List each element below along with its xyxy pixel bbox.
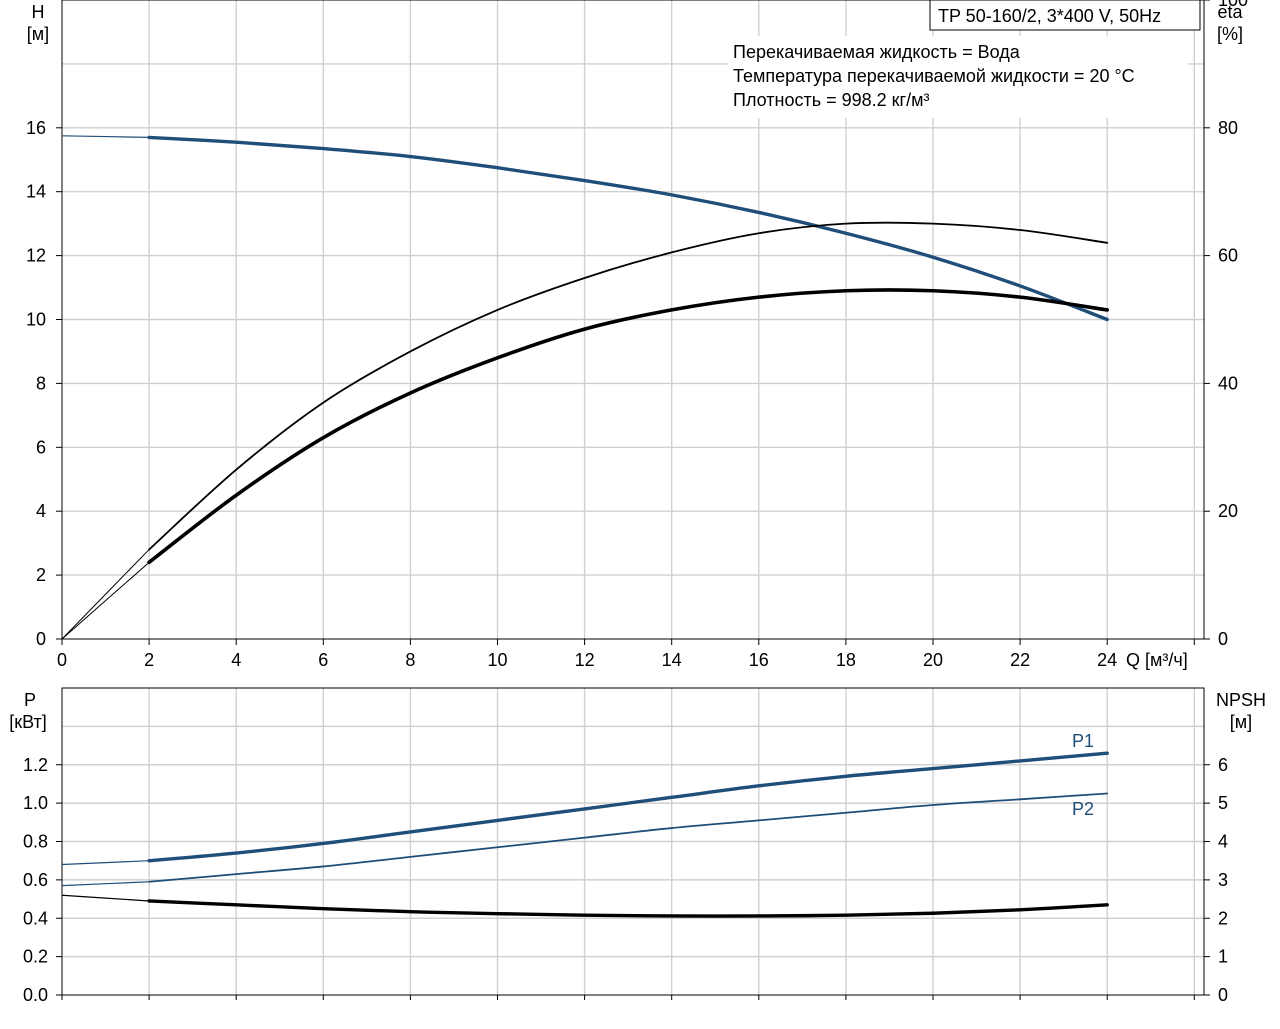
- info-line-temperature: Температура перекачиваемой жидкости = 20…: [733, 66, 1135, 86]
- eta-curve-thin-line: [148, 221, 1109, 551]
- p-tick-label: 1.0: [23, 793, 48, 813]
- x-tick-label: 24: [1097, 650, 1117, 670]
- eta-tick-label: 60: [1218, 246, 1238, 266]
- info-line-density: Плотность = 998.2 кг/м³: [733, 90, 929, 110]
- p1-curve-line: [147, 751, 1109, 863]
- p-tick-label: 1.2: [23, 755, 48, 775]
- x-tick-label: 14: [662, 650, 682, 670]
- p2-curve-line: [148, 792, 1109, 883]
- x-tick-label: 18: [836, 650, 856, 670]
- top-left-axis-title-line2: [м]: [27, 24, 49, 44]
- h-tick-label: 8: [36, 373, 46, 393]
- x-tick-label: 10: [487, 650, 507, 670]
- h-curve-line: [147, 135, 1109, 322]
- npsh-tick-label: 6: [1218, 755, 1228, 775]
- p-tick-label: 0.4: [23, 908, 48, 928]
- x-tick-label: 20: [923, 650, 943, 670]
- eta-tick-label: 80: [1218, 118, 1238, 138]
- model-label: TP 50-160/2, 3*400 V, 50Hz: [938, 6, 1161, 26]
- p1-curve-extension-line: [61, 860, 150, 866]
- h-tick-label: 0: [36, 629, 46, 649]
- bottom-right-axis-title-line2: [м]: [1230, 712, 1252, 732]
- x-axis-title: Q [м³/ч]: [1126, 650, 1188, 670]
- h-tick-label: 16: [26, 118, 46, 138]
- top-left-axis-title-line1: H: [32, 2, 45, 22]
- x-tick-label: 8: [405, 650, 415, 670]
- npsh-tick-label: 0: [1218, 985, 1228, 1005]
- p-tick-label: 0.6: [23, 870, 48, 890]
- bottom-grid: [62, 688, 1204, 995]
- npsh-curve-line: [147, 899, 1109, 918]
- x-tick-label: 22: [1010, 650, 1030, 670]
- npsh-tick-label: 5: [1218, 793, 1228, 813]
- eta-tick-label: 40: [1218, 373, 1238, 393]
- top-right-axis-title-line1: eta: [1217, 2, 1243, 22]
- info-block-bg: [728, 36, 1188, 118]
- eta-curve-thick-line: [147, 288, 1109, 565]
- h-tick-label: 6: [36, 437, 46, 457]
- x-tick-label: 6: [318, 650, 328, 670]
- eta-curve-thick-extension-line: [61, 561, 150, 640]
- h-tick-label: 4: [36, 501, 46, 521]
- npsh-curve-extension-line: [61, 894, 150, 902]
- eta-curve-thin-extension-line: [61, 549, 150, 640]
- info-line-liquid: Перекачиваемая жидкость = Вода: [733, 42, 1021, 62]
- eta-tick-label: 100: [1218, 0, 1248, 10]
- npsh-tick-label: 1: [1218, 947, 1228, 967]
- top-series: [61, 135, 1109, 640]
- x-tick-label: 4: [231, 650, 241, 670]
- top-right-axis-title-line2: [%]: [1217, 24, 1243, 44]
- x-tick-label: 2: [144, 650, 154, 670]
- model-box: [929, 0, 1201, 31]
- x-tick-label: 12: [575, 650, 595, 670]
- p2-series-label: P2: [1072, 799, 1094, 819]
- p-tick-label: 0.0: [23, 985, 48, 1005]
- h-tick-label: 10: [26, 310, 46, 330]
- bottom-ticks: 0.0 0.2 0.4 0.6 0.8 1.0 1.2 0 1 2 3 4 5 6: [23, 755, 1228, 1005]
- eta-tick-label: 20: [1218, 501, 1238, 521]
- p-tick-label: 0.8: [23, 832, 48, 852]
- x-tick-label: 16: [749, 650, 769, 670]
- npsh-tick-label: 2: [1218, 908, 1228, 928]
- h-tick-label: 12: [26, 246, 46, 266]
- bottom-right-axis-title-line1: NPSH: [1216, 690, 1266, 710]
- bottom-left-axis-title-line2: [кВт]: [9, 712, 47, 732]
- eta-tick-label: 0: [1218, 629, 1228, 649]
- top-ticks: 0 2 4 6 8 10 12 14 16 18 20 22 240246810121416020406…: [26, 0, 1248, 670]
- h-curve-extension-line: [61, 135, 150, 138]
- h-tick-label: 14: [26, 182, 46, 202]
- p2-curve-extension-line: [61, 881, 150, 887]
- x-tick-label: 0: [57, 650, 67, 670]
- bottom-left-axis-title-line1: P: [24, 690, 36, 710]
- p1-series-label: P1: [1072, 731, 1094, 751]
- bottom-series: [61, 751, 1109, 918]
- npsh-tick-label: 3: [1218, 870, 1228, 890]
- npsh-tick-label: 4: [1218, 832, 1228, 852]
- p-tick-label: 0.2: [23, 947, 48, 967]
- h-tick-label: 2: [36, 565, 46, 585]
